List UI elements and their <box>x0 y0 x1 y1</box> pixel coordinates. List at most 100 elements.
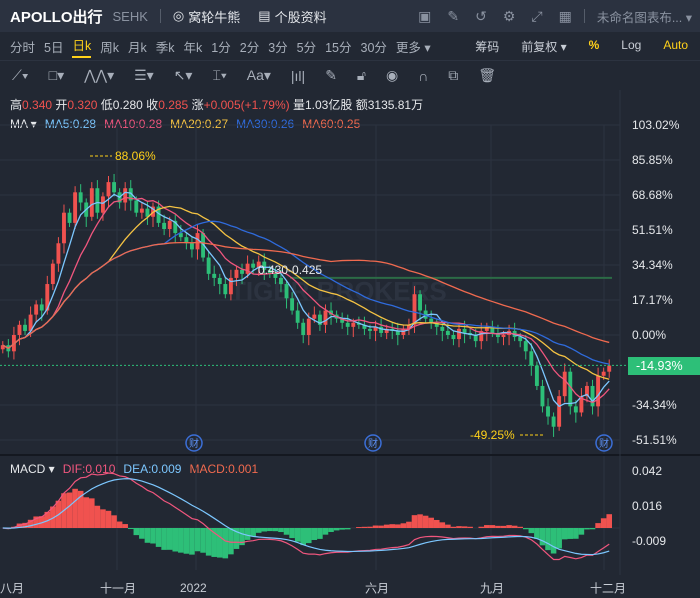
macd-bar <box>517 526 523 528</box>
candle <box>590 385 595 407</box>
grid-icon[interactable]: ▦ <box>558 7 572 24</box>
candle <box>451 335 456 340</box>
measure-tool-icon[interactable]: ⌶▾ <box>212 67 227 83</box>
macd-bar <box>489 525 496 528</box>
rectangle-tool-icon[interactable]: □▾ <box>48 67 65 83</box>
chart-icon[interactable]: ▣ <box>418 7 432 24</box>
candle <box>323 310 328 325</box>
tab-period[interactable]: 30分 <box>360 40 387 55</box>
macd-bar <box>445 524 451 528</box>
macd-bar <box>578 528 585 535</box>
earnings-marker-label: 财 <box>368 437 378 450</box>
candle <box>128 188 133 201</box>
macd-bar <box>422 515 429 528</box>
candle <box>290 298 295 311</box>
chips-button[interactable]: 筹码 <box>475 40 500 54</box>
close-value: 0.285 <box>158 98 189 112</box>
candle <box>100 196 105 213</box>
candle <box>551 416 556 427</box>
candle <box>406 324 411 329</box>
pen-icon[interactable]: ✎ <box>325 67 337 83</box>
macd-bar <box>478 526 485 528</box>
pattern-tool-icon[interactable]: ⋀⋀▾ <box>84 67 115 83</box>
macd-bar <box>500 525 507 528</box>
warrants-button[interactable]: ◎ 窝轮牛熊 <box>173 7 240 26</box>
tab-period[interactable]: 15分 <box>325 40 352 55</box>
refresh-icon[interactable]: ↺ <box>475 7 487 24</box>
candle <box>50 263 55 285</box>
settings-icon[interactable]: ⚙ <box>502 7 516 24</box>
fib-tool-icon[interactable]: ☰▾ <box>134 67 154 83</box>
bars-icon[interactable]: |ıl| <box>290 67 306 84</box>
candle <box>418 294 423 311</box>
candle <box>295 310 300 323</box>
layout-dropdown[interactable]: 未命名图表布... ▾ <box>596 10 692 25</box>
dif-line <box>2 472 610 561</box>
candle <box>184 237 189 244</box>
candle <box>73 192 78 223</box>
candle <box>301 322 306 335</box>
candle <box>240 269 244 274</box>
trash-icon[interactable]: 🗑︎ <box>478 67 497 83</box>
header: APOLLO出行 SEHK ◎ 窝轮牛熊 ▤ 个股资料 ▣ ✎ ↺ ⚙ ⤢ ▦ 未命… <box>0 0 700 32</box>
macd-bar <box>116 521 123 528</box>
macd-bar <box>22 522 28 528</box>
text-tool-icon[interactable]: Aa▾ <box>246 67 271 83</box>
macd-dropdown[interactable]: MACD ▾ <box>10 462 55 476</box>
tab-period[interactable]: 2分 <box>239 40 260 55</box>
document-icon: ▤ <box>258 8 271 23</box>
x-tick-label: 十二月 <box>590 581 627 596</box>
candle <box>139 208 144 213</box>
x-tick-label: 八月 <box>0 581 25 596</box>
macd-bar <box>255 528 262 533</box>
candle <box>607 365 612 372</box>
edit-icon[interactable]: ✎ <box>447 7 460 24</box>
candle <box>573 406 578 413</box>
candle <box>267 269 272 274</box>
macd-bar <box>150 528 156 544</box>
candle <box>568 371 573 407</box>
macd-bar <box>122 524 128 528</box>
tab-period[interactable]: 5分 <box>296 40 317 55</box>
candle <box>306 318 311 335</box>
fullscreen-icon[interactable]: ⤢ <box>531 7 543 24</box>
copy-icon[interactable]: ⧉ <box>448 67 459 83</box>
candle <box>457 328 461 340</box>
ma30-value: MA30:0.26 <box>236 117 295 131</box>
earnings-marker-label: 财 <box>189 437 199 450</box>
tab-period[interactable]: 日k <box>72 35 92 58</box>
lock-icon[interactable]: 🔓︎ <box>356 67 366 83</box>
macd-bar <box>267 528 273 532</box>
candle <box>123 188 128 203</box>
tab-period[interactable]: 月k <box>128 40 147 55</box>
candle <box>89 188 94 217</box>
tab-period[interactable]: 季k <box>155 40 175 55</box>
tab-period[interactable]: 分时 <box>10 40 36 55</box>
line-tool-icon[interactable]: ⟋▾ <box>12 67 29 83</box>
y-tick-label: 103.02% <box>632 118 680 132</box>
macd-bar <box>294 528 301 542</box>
tab-period[interactable]: 3分 <box>268 40 288 55</box>
candle <box>134 200 139 213</box>
adjust-dropdown[interactable]: 前复权 ▾ <box>521 40 567 54</box>
tab-period[interactable]: 5日 <box>44 40 64 55</box>
macd-bar <box>328 528 334 532</box>
macd-value: MACD:0.001 <box>189 462 259 476</box>
magnet-icon[interactable]: ∩ <box>418 67 429 84</box>
tab-period[interactable]: 更多 ▾ <box>395 40 431 55</box>
y-tick-label: 68.68% <box>632 188 673 202</box>
auto-toggle[interactable]: Auto <box>663 38 688 52</box>
tab-period[interactable]: 年k <box>183 40 203 55</box>
log-toggle[interactable]: Log <box>621 38 642 52</box>
percent-toggle[interactable]: % <box>588 38 600 52</box>
ma-dropdown[interactable]: MA ▾ <box>10 117 37 131</box>
arrow-tool-icon[interactable]: ↖▾ <box>173 67 193 83</box>
y-tick-label: 17.17% <box>632 293 673 307</box>
profile-button[interactable]: ▤ 个股资料 <box>258 7 326 26</box>
tab-period[interactable]: 周k <box>100 40 119 55</box>
macd-bar <box>573 528 579 539</box>
tab-period[interactable]: 1分 <box>211 40 231 55</box>
candle <box>345 322 350 327</box>
eye-icon[interactable]: ◉ <box>386 67 399 83</box>
